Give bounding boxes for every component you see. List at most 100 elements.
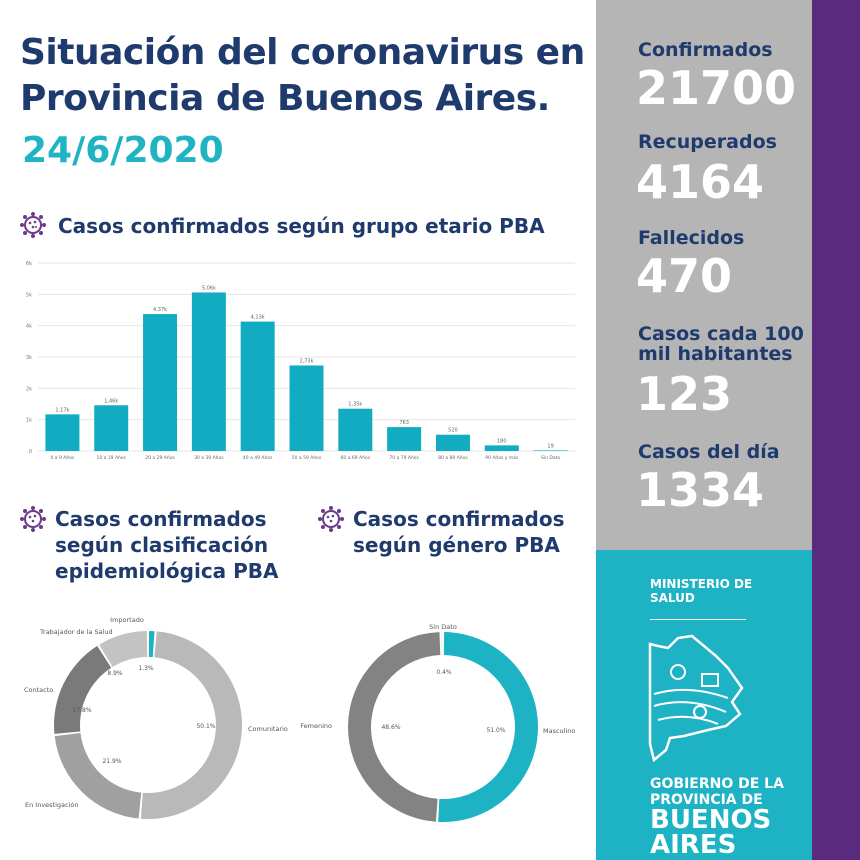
purple-stripe (812, 0, 860, 860)
bar (387, 427, 422, 451)
stat-value: 470 (636, 249, 733, 303)
label-line: mil habitantes (638, 343, 793, 365)
donut-slice (438, 632, 538, 822)
gender-donut-chart: 51.0% Masculino 48.6% Femenino 0.4% Sin Dato (300, 623, 575, 822)
slice-percent-label: 8.9% (107, 670, 123, 677)
stat-value: 4164 (636, 155, 765, 209)
stat-label: Recuperados (638, 131, 777, 153)
x-tick-label: 10 a 19 Años (96, 455, 126, 461)
donut-slice (347, 632, 441, 822)
title-line: según género PBA (353, 533, 560, 557)
x-tick-label: 70 a 79 Años (389, 455, 419, 461)
y-tick-label: 6k (26, 261, 32, 267)
stat-value: 123 (636, 367, 733, 421)
org-line: BUENOS (650, 805, 772, 835)
y-tick-label: 4k (26, 324, 32, 330)
org-line: GOBIERNO DE LA (650, 776, 784, 792)
stat-value: 21700 (636, 61, 797, 115)
province-name: BUENOS AIRES (650, 805, 772, 860)
bar-value-label: 5,06k (202, 285, 216, 291)
slice-name-label: Comunitario (248, 725, 288, 733)
slice-percent-label: 17.8% (72, 707, 91, 714)
bar-value-label: 1,17k (55, 407, 69, 413)
donut-slice (148, 631, 155, 658)
ministry-name: MINISTERIO DE SALUD (650, 577, 752, 605)
donut-slice (54, 645, 112, 734)
slice-percent-label: 48.6% (381, 724, 400, 731)
government-name: GOBIERNO DE LA PROVINCIA DE (650, 776, 784, 808)
title-line: Situación del coronavirus en (20, 32, 585, 73)
bar-value-label: 1,35k (348, 402, 362, 408)
donut-slice (54, 733, 142, 819)
title-line: epidemiológica PBA (55, 559, 279, 583)
org-line: AIRES (650, 830, 737, 860)
y-tick-label: 5k (26, 292, 32, 298)
bar (45, 414, 80, 451)
label-line: Casos cada 100 (638, 323, 804, 345)
bar (435, 434, 470, 451)
y-tick-label: 3k (26, 355, 32, 361)
age-bar-chart: 0 1k 2k 3k 4k 5k 6k 1,17k 0 a 9 Años 1,46k 10 a 19… (26, 261, 575, 461)
title-line: Casos confirmados (55, 507, 267, 531)
stat-value: 1334 (636, 463, 765, 517)
org-line: PROVINCIA DE (650, 792, 763, 808)
bar-value-label: 763 (399, 420, 409, 426)
bar-value-label: 180 (497, 438, 507, 444)
x-tick-label: 90 Años y más (485, 454, 519, 461)
bar (240, 321, 275, 451)
province-map-logo (648, 634, 744, 763)
title-line: según clasificación (55, 533, 269, 557)
x-tick-label: 0 a 9 Años (51, 455, 75, 461)
bar (533, 450, 568, 451)
bar-value-label: 4,13k (251, 315, 265, 321)
virus-icon (318, 506, 344, 532)
slice-percent-label: 51.0% (486, 727, 505, 734)
donut-slice (140, 631, 242, 819)
x-tick-label: 80 a 89 Años (438, 455, 468, 461)
x-tick-label: 60 a 69 Años (341, 455, 371, 461)
y-tick-label: 1k (26, 418, 32, 424)
stat-label: Fallecidos (638, 227, 745, 249)
slice-name-label: Importado (110, 616, 144, 624)
slice-name-label: Sin Dato (429, 623, 457, 631)
report-date: 24/6/2020 (22, 130, 224, 171)
donut-slice (99, 631, 148, 667)
bar-value-label: 4,37k (153, 307, 167, 313)
slice-percent-label: 50.1% (196, 723, 215, 730)
x-tick-label: Sin Dato (541, 455, 560, 461)
slice-percent-label: 0.4% (436, 669, 452, 676)
age-chart-title: Casos confirmados según grupo etario PBA (58, 214, 545, 238)
bar (338, 408, 373, 451)
bar (289, 365, 324, 451)
gender-chart-title: Casos confirmados según género PBA (353, 506, 565, 558)
title-line: Provincia de Buenos Aires. (20, 78, 550, 119)
slice-percent-label: 21.9% (102, 758, 121, 765)
x-tick-label: 40 a 49 Años (243, 455, 273, 461)
stats-panel: Confirmados 21700 Recuperados 4164 Falle… (596, 0, 812, 550)
stat-label: Confirmados (638, 39, 773, 61)
divider (650, 619, 746, 620)
page-title: Situación del coronavirus en Provincia de… (20, 30, 585, 122)
virus-icon (20, 212, 46, 238)
slice-name-label: Femenino (300, 722, 332, 730)
bar (143, 314, 178, 451)
stat-label: Casos del día (638, 441, 780, 463)
title-line: Casos confirmados (353, 507, 565, 531)
org-line: MINISTERIO DE (650, 577, 753, 591)
bar-value-label: 19 (547, 443, 553, 449)
bar-value-label: 1,46k (104, 398, 118, 404)
slice-percent-label: 1.3% (138, 665, 154, 672)
bar-value-label: 520 (448, 428, 458, 434)
stat-label: Casos cada 100 mil habitantes (638, 324, 804, 364)
slice-name-label: En Investigación (25, 801, 79, 809)
org-panel: MINISTERIO DE SALUD GOBIERNO DE LA PROVINC… (596, 550, 812, 860)
main-content: Situación del coronavirus en Provincia de… (20, 30, 586, 822)
slice-name-label: Trabajador de la Salud (39, 628, 113, 636)
bar (94, 405, 129, 451)
x-tick-label: 20 a 29 Años (145, 455, 175, 461)
bar (484, 445, 519, 451)
virus-icon (20, 506, 46, 532)
bar (191, 292, 226, 451)
epi-chart-title: Casos confirmados según clasificación epid… (55, 506, 279, 584)
slice-name-label: Contacto (24, 686, 53, 694)
